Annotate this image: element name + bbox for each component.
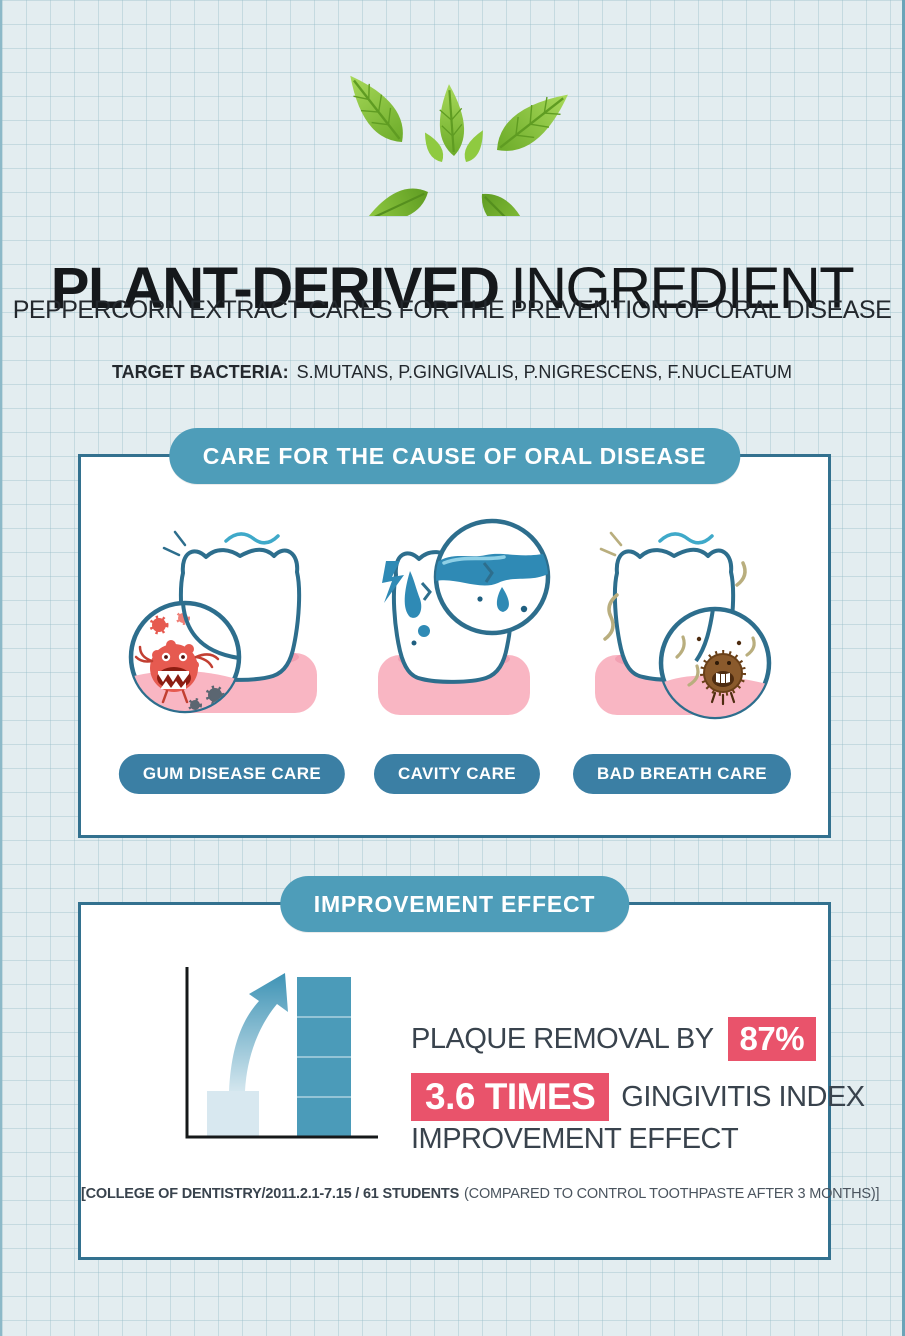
improvement-stats: PLAQUE REMOVAL BY 87% 3.6 TIMES GINGIVIT… — [411, 1017, 865, 1156]
page-subtitle: PEPPERCORN EXTRACT CARES FOR THE PREVENT… — [12, 296, 892, 324]
plaque-removal-line: PLAQUE REMOVAL BY 87% — [411, 1017, 817, 1061]
care-label-gum-disease: GUM DISEASE CARE — [118, 754, 346, 794]
cavity-tooth-illustration — [352, 505, 562, 740]
study-footnote-light: (COMPARED TO CONTROL TOOTHPASTE AFTER 3 … — [464, 1186, 880, 1202]
bad-breath-tooth-illustration — [577, 505, 787, 740]
page-title-light: INGREDIENT — [510, 255, 855, 321]
gingivitis-line: 3.6 TIMES GINGIVITIS INDEX — [411, 1073, 865, 1121]
improvement-effect-line: IMPROVEMENT EFFECT — [411, 1123, 811, 1156]
improvement-header-pill: IMPROVEMENT EFFECT — [279, 876, 630, 932]
bar-before — [207, 1091, 259, 1137]
improvement-bar-chart-illustration — [173, 961, 388, 1156]
improvement-section-box: IMPROVEMENT EFFECT PLAQUE REMOVAL BY 8 — [78, 876, 879, 1260]
care-label-cavity: CAVITY CARE — [373, 754, 541, 794]
plaque-removal-value-badge: 87% — [727, 1017, 817, 1061]
gingivitis-times-badge: 3.6 TIMES — [411, 1073, 610, 1121]
care-section-header-pill: CARE FOR THE CAUSE OF ORAL DISEASE — [168, 428, 741, 484]
care-section-box: CARE FOR THE CAUSE OF ORAL DISEASE — [78, 428, 831, 838]
care-label-bad-breath: BAD BREATH CARE — [572, 754, 792, 794]
page-title: PLANT-DERIVED INGREDIENT — [2, 255, 902, 321]
improvement-effect-text: IMPROVEMENT EFFECT — [411, 1123, 739, 1155]
gum-disease-tooth-illustration — [127, 505, 337, 740]
target-bacteria-value: S.MUTANS, P.GINGIVALIS, P.NIGRESCENS, F.… — [296, 362, 793, 382]
target-bacteria-label: TARGET BACTERIA: — [111, 362, 289, 382]
page-title-bold: PLANT-DERIVED — [50, 255, 500, 321]
target-bacteria-line: TARGET BACTERIA: S.MUTANS, P.GINGIVALIS, … — [2, 362, 902, 383]
growth-arrow-icon — [229, 973, 288, 1091]
gingivitis-index-text: GINGIVITIS INDEX — [621, 1080, 865, 1113]
study-footnote-bold: [COLLEGE OF DENTISTRY/2011.2.1-7.15 / 61… — [81, 1186, 460, 1202]
plaque-removal-text: PLAQUE REMOVAL BY — [411, 1022, 714, 1055]
mint-leaf-icon — [332, 64, 577, 216]
study-footnote: [COLLEGE OF DENTISTRY/2011.2.1-7.15 / 61… — [81, 1186, 879, 1202]
